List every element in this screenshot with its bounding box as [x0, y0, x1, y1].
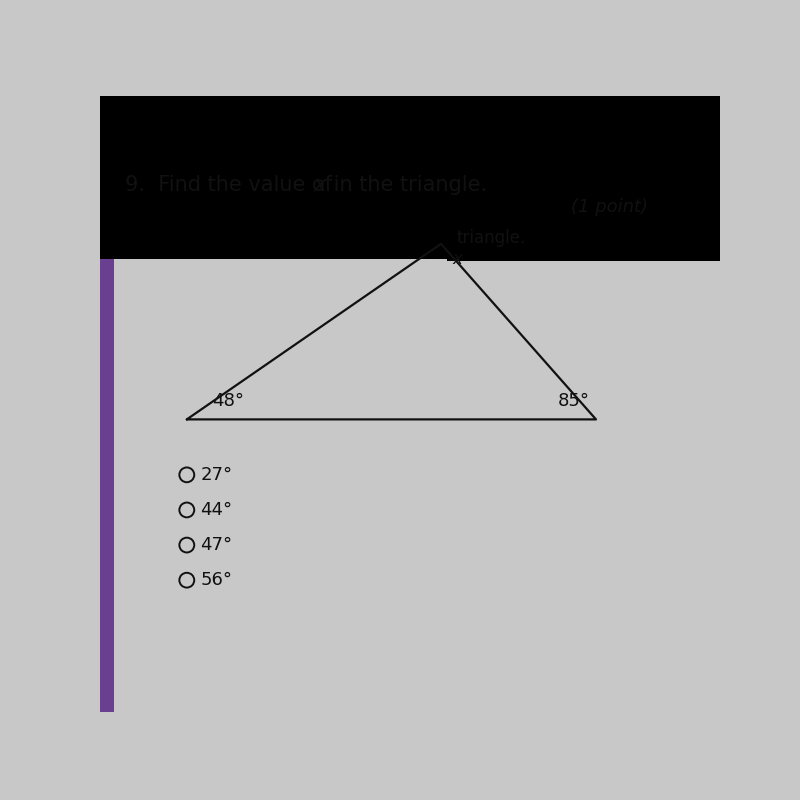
Text: 27°: 27° [201, 466, 233, 484]
Text: 47°: 47° [201, 536, 233, 554]
Text: 9.  Find the value of: 9. Find the value of [125, 175, 338, 195]
Text: 56°: 56° [201, 571, 233, 589]
Text: 48°: 48° [211, 392, 244, 410]
Text: 44°: 44° [201, 501, 233, 519]
Bar [100, 259, 114, 712]
Bar [100, 96, 720, 259]
Text: x: x [314, 175, 326, 195]
Text: in the triangle.: in the triangle. [327, 175, 487, 195]
Text: (1 point): (1 point) [571, 198, 648, 216]
Bar [447, 250, 720, 261]
Text: triangle.: triangle. [457, 229, 526, 247]
Text: x: x [452, 250, 462, 268]
Text: 85°: 85° [558, 392, 590, 410]
